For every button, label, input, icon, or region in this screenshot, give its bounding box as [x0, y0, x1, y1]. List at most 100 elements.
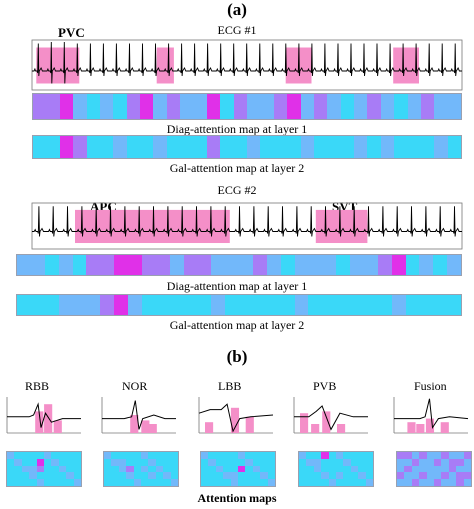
grid-cell	[252, 458, 261, 466]
grid-cell	[36, 472, 44, 480]
grid-cell	[58, 472, 67, 480]
grid-cell	[73, 479, 81, 486]
grid-cell	[148, 458, 156, 466]
heat-cell	[211, 255, 226, 275]
grid-cell	[434, 479, 442, 486]
grid-cell	[163, 472, 171, 480]
grid-cell	[58, 452, 67, 459]
heat-cell	[99, 94, 114, 119]
grid-cell	[328, 452, 336, 459]
grid-cell	[321, 465, 329, 473]
heat-cell	[447, 136, 461, 158]
grid-cell	[260, 458, 268, 466]
ecg2-diag-caption: Diag-attention map at layer 1	[166, 279, 308, 293]
grid-cell	[358, 465, 366, 473]
heat-cell	[114, 295, 128, 315]
class-label-rbb: RBB	[25, 379, 50, 393]
heat-cell	[193, 136, 207, 158]
heat-cell	[363, 255, 378, 275]
heat-cell	[30, 255, 45, 275]
grid-cell	[411, 452, 420, 459]
grid-cell	[223, 452, 231, 459]
grid-cell	[463, 479, 471, 486]
grid-cell	[238, 452, 246, 459]
grid-cell	[163, 452, 171, 459]
heat-cell	[394, 94, 408, 119]
grid-cell	[44, 458, 52, 466]
heat-cell	[300, 136, 314, 158]
grid-cell	[365, 479, 373, 486]
grid-cell	[267, 452, 275, 459]
grid-cell	[14, 472, 22, 480]
grid-cell	[73, 458, 81, 466]
heat-cell	[322, 295, 337, 315]
grid-cell	[73, 472, 81, 480]
ecg2-title: ECG #2	[217, 183, 257, 197]
grid-cell	[163, 479, 171, 486]
grid-cell	[223, 458, 231, 466]
heat-cell	[44, 295, 59, 315]
grid-cell	[118, 458, 127, 466]
heat-cell	[46, 136, 60, 158]
heat-cell	[419, 295, 434, 315]
grid-cell	[419, 472, 427, 480]
grid-cell	[426, 458, 434, 466]
heat-cell	[72, 255, 87, 275]
grid-cell	[260, 465, 268, 473]
attention-maps-caption: Attention maps	[197, 491, 277, 505]
ecg1-panel	[31, 39, 463, 91]
grid-cell	[343, 472, 351, 480]
heat-cell	[141, 255, 156, 275]
ecg1-signal-chart	[31, 39, 463, 91]
attention-bar	[44, 404, 53, 433]
beat-nor-plot	[101, 397, 176, 434]
heat-cell	[313, 136, 328, 158]
ecg2-diag-attention-map	[16, 254, 462, 276]
attention-bar	[440, 422, 449, 433]
grid-cell	[411, 472, 420, 480]
grid-cell	[141, 465, 149, 473]
heat-cell	[354, 136, 368, 158]
heat-cell	[193, 94, 207, 119]
heat-cell	[73, 136, 87, 158]
grid-cell	[358, 479, 366, 486]
heat-cell	[86, 255, 101, 275]
grid-cell	[306, 479, 314, 486]
grid-cell	[328, 479, 336, 486]
grid-cell	[7, 452, 15, 459]
grid-cell	[252, 465, 261, 473]
grid-cell	[419, 458, 427, 466]
ecg2-panel	[31, 202, 463, 250]
heat-cell	[433, 255, 448, 275]
grid-cell	[230, 472, 238, 480]
grid-cell	[260, 472, 268, 480]
beat-trace	[102, 400, 176, 430]
grid-cell	[14, 452, 22, 459]
grid-cell	[208, 465, 216, 473]
attention-bar	[230, 407, 240, 433]
class-label-pvb: PVB	[313, 379, 337, 393]
grid-cell	[336, 458, 344, 466]
grid-cell	[36, 479, 44, 486]
heat-cell	[294, 255, 309, 275]
grid-cell	[170, 458, 178, 466]
attention-bar	[337, 424, 346, 433]
heat-cell	[126, 94, 140, 119]
grid-cell	[170, 472, 178, 480]
heat-cell	[113, 136, 127, 158]
grid-cell	[441, 479, 449, 486]
grid-cell	[343, 465, 351, 473]
heat-cell	[59, 94, 74, 119]
grid-cell	[350, 472, 359, 480]
heat-cell	[206, 94, 221, 119]
heat-cell	[327, 136, 341, 158]
heat-cell	[247, 94, 261, 119]
heat-cell	[233, 136, 247, 158]
grid-cell	[58, 465, 67, 473]
grid-cell	[118, 472, 127, 480]
grid-cell	[358, 472, 366, 480]
grid-cell	[321, 452, 329, 459]
grid-cell	[260, 479, 268, 486]
grid-cell	[126, 472, 134, 480]
heat-cell	[327, 94, 341, 119]
